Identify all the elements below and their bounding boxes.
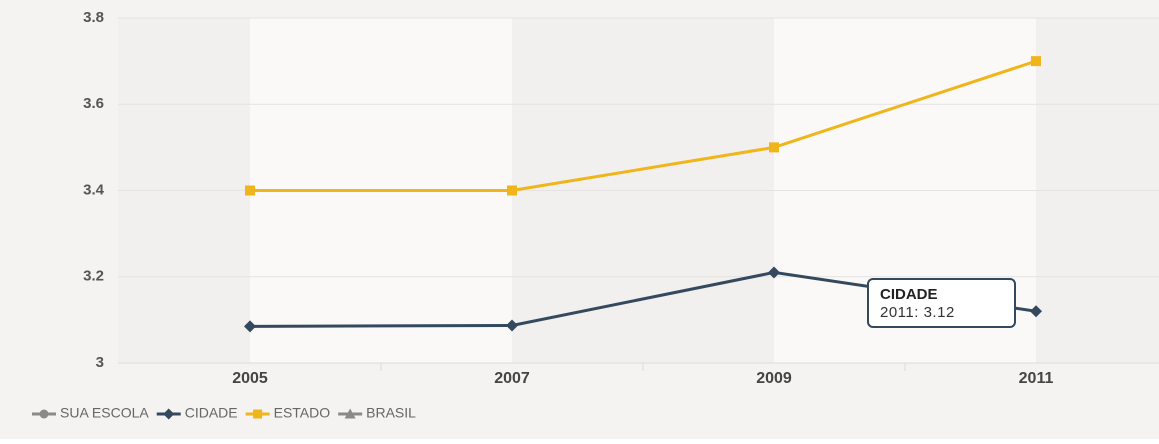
legend-marker <box>344 408 356 419</box>
legend-marker <box>39 409 49 419</box>
tooltip-box <box>867 278 1016 328</box>
data-point <box>1030 305 1042 318</box>
tooltip-text: 2011: 3.12 <box>880 304 955 321</box>
y-tick-label: 3 <box>96 354 104 371</box>
y-tick-label: 3.4 <box>83 181 105 198</box>
legend-marker <box>163 408 175 420</box>
data-point <box>1031 56 1041 67</box>
data-point <box>244 320 256 333</box>
data-point <box>506 319 518 332</box>
y-tick-label: 3.6 <box>83 95 104 112</box>
legend-label: SUA ESCOLA <box>60 405 149 421</box>
data-point <box>507 185 517 196</box>
legend-label: CIDADE <box>185 405 238 421</box>
series-line <box>250 59 1037 192</box>
tooltip-title: CIDADE <box>880 286 938 303</box>
legend-label: BRASIL <box>366 405 416 421</box>
data-point <box>245 185 255 196</box>
legend-marker <box>253 409 263 419</box>
data-point <box>768 266 780 279</box>
data-point <box>769 142 779 153</box>
x-tick-label: 2009 <box>756 370 792 387</box>
x-tick-label: 2011 <box>1019 370 1054 387</box>
y-tick-label: 3.2 <box>83 268 104 285</box>
x-tick-label: 2007 <box>494 370 530 387</box>
x-tick-label: 2005 <box>232 370 268 387</box>
legend-label: ESTADO <box>274 405 331 421</box>
y-tick-label: 3.8 <box>83 9 104 26</box>
